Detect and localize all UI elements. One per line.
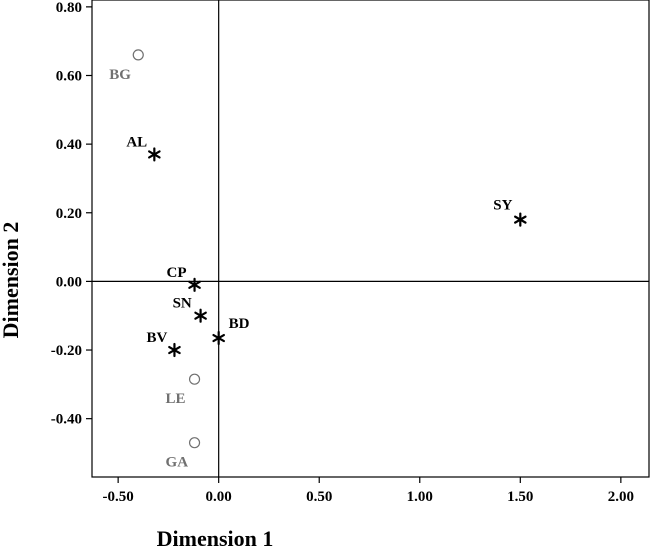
point-label-al: AL	[126, 134, 147, 150]
point-label-le: LE	[166, 391, 186, 407]
y-axis-title: Dimension 2	[0, 222, 23, 339]
y-tick-label: 0.20	[56, 206, 82, 222]
y-tick-label: 0.00	[56, 274, 82, 290]
y-tick-label: 0.80	[56, 0, 82, 16]
point-label-bg: BG	[109, 67, 131, 83]
x-axis: -0.50 0.00 0.50 1.00 1.50 2.00	[103, 477, 634, 505]
data-points: AL SY CP SN BD BV BG LE GA	[109, 49, 527, 471]
point-sy	[514, 212, 527, 227]
reference-lines	[92, 0, 649, 477]
point-label-cp: CP	[167, 265, 187, 281]
point-label-sy: SY	[493, 198, 512, 214]
y-tick-label: 0.40	[56, 137, 82, 153]
point-label-sn: SN	[173, 296, 192, 312]
point-ga	[188, 437, 201, 449]
point-bg	[132, 49, 144, 61]
point-label-bd: BD	[229, 316, 250, 332]
point-cp	[188, 277, 201, 292]
y-tick-label: -0.20	[51, 343, 82, 359]
point-sn	[194, 308, 207, 323]
y-axis: -0.40 -0.20 0.00 0.20 0.40 0.60 0.80	[51, 0, 92, 428]
x-tick-label: 1.50	[507, 489, 533, 505]
y-tick-label: -0.40	[51, 412, 82, 428]
point-label-ga: GA	[166, 455, 189, 471]
y-tick-label: 0.60	[56, 68, 82, 84]
x-tick-label: 0.00	[206, 489, 232, 505]
x-axis-title: Dimension 1	[157, 526, 274, 547]
x-tick-label: -0.50	[103, 489, 134, 505]
point-bd	[212, 330, 225, 346]
x-tick-label: 0.50	[306, 489, 332, 505]
point-bv	[168, 342, 181, 358]
plot-frame	[91, 0, 650, 478]
x-tick-label: 1.00	[407, 489, 433, 505]
x-tick-label: 2.00	[608, 489, 634, 505]
point-al	[148, 147, 161, 162]
point-label-bv: BV	[146, 330, 167, 346]
point-le	[188, 373, 201, 385]
